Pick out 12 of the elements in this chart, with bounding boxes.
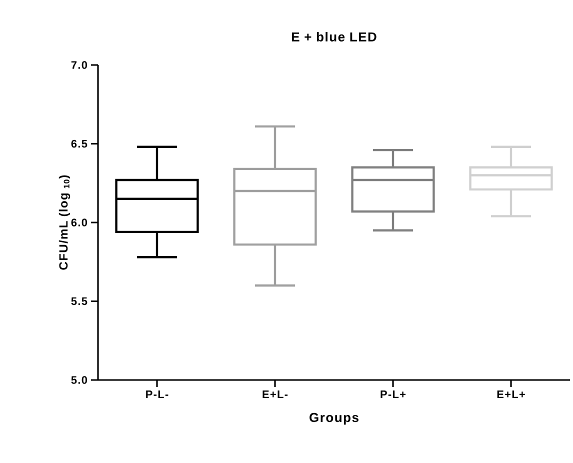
x-tick-label: P-L- (146, 390, 168, 398)
chart-title: E + blue LED (292, 32, 376, 42)
y-tick-label: 5.5 (71, 297, 88, 306)
x-tick-label: E+L- (262, 390, 288, 398)
x-tick-label: E+L+ (497, 390, 525, 398)
y-tick-label: 7.0 (71, 61, 88, 69)
y-tick-label: 5.0 (71, 376, 88, 384)
x-tick-label: P-L+ (380, 390, 406, 398)
x-axis-title: Groups (310, 412, 358, 425)
y-tick-label: 6.0 (71, 218, 88, 226)
y-axis-title: CFU/mL (log $_{10}$) (58, 175, 70, 270)
y-tick-label: 6.5 (71, 140, 88, 148)
